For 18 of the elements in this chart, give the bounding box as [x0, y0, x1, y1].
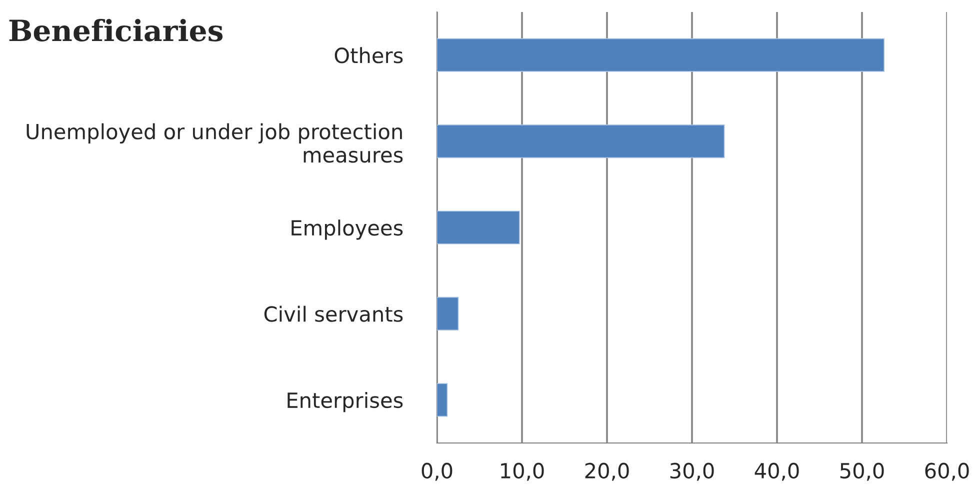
- x-tick-label: 10,0: [501, 462, 544, 481]
- y-tick-label: Enterprises: [288, 392, 403, 412]
- y-tick-label: Employees: [292, 220, 403, 240]
- x-tick-label: 50,0: [840, 462, 884, 481]
- text: Beneficiaries: [9, 18, 223, 42]
- y-tick-label: Civil servants: [264, 306, 403, 322]
- y-tick-label: Others: [334, 47, 403, 64]
- x-tick-label: 60,0: [925, 462, 969, 481]
- x-tick-label: 20,0: [585, 462, 629, 481]
- bar: [437, 296, 459, 330]
- x-tick-label: 0,0: [422, 462, 452, 481]
- bar: [437, 210, 520, 244]
- y-tick-label: Unemployed or under job protection measures: [26, 123, 403, 163]
- bar: [437, 383, 448, 417]
- x-tick-label: 30,0: [670, 462, 714, 481]
- bar: [437, 124, 725, 158]
- x-tick-label: 40,0: [754, 462, 799, 481]
- bar: [437, 38, 885, 72]
